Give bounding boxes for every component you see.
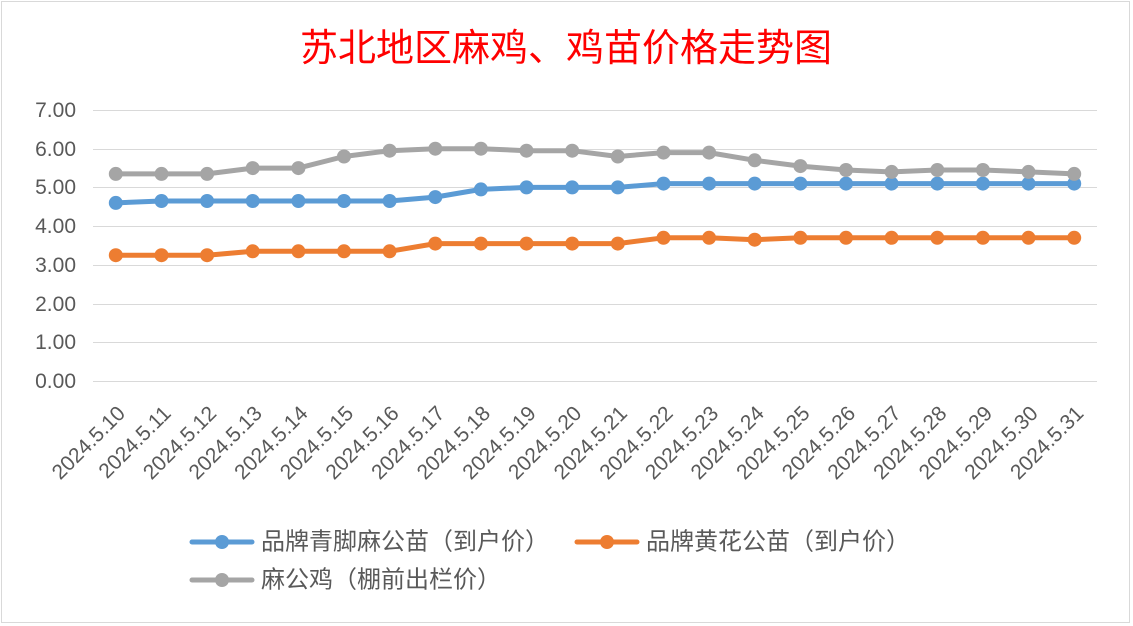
series-1	[108, 230, 1082, 263]
series-2-point	[200, 166, 215, 181]
y-tick-label: 1.00	[35, 331, 76, 354]
series-0-point	[428, 190, 443, 205]
legend-item-1: 品牌黄花公苗（到户价）	[574, 529, 910, 556]
series-2-point	[1021, 164, 1036, 179]
legend-circle-marker	[215, 573, 229, 587]
series-1-line	[113, 235, 1077, 258]
series-0-point	[1067, 176, 1082, 191]
series-1-point	[1021, 230, 1036, 245]
y-tick-label: 0.00	[35, 370, 76, 393]
series-0-point	[473, 182, 488, 197]
series-0-point	[793, 176, 808, 191]
y-tick-label: 6.00	[35, 138, 76, 161]
series-2-point	[747, 153, 762, 168]
series-0-point	[519, 180, 534, 195]
series-1-point	[154, 248, 169, 263]
series-2-point	[884, 164, 899, 179]
series-1-point	[428, 236, 443, 251]
series-1-point	[702, 230, 717, 245]
series-0-point	[154, 194, 169, 208]
series-0	[108, 176, 1082, 210]
series-2-point	[839, 163, 853, 177]
series-1-point	[610, 236, 625, 251]
y-tick-label: 2.00	[35, 293, 76, 316]
series-1-point	[337, 244, 351, 259]
series-2-point	[291, 161, 306, 176]
chart-title: 苏北地区麻鸡、鸡苗价格走势图	[300, 26, 832, 70]
series-1-point	[1067, 230, 1082, 245]
series-1-point	[473, 236, 488, 251]
series-2-point	[930, 163, 945, 177]
series-0-point	[382, 194, 397, 208]
series-0-point	[337, 194, 351, 208]
series-1-point	[839, 230, 853, 245]
series-1-point	[975, 230, 990, 245]
series-1-point	[519, 236, 534, 251]
series-2-point	[793, 159, 808, 174]
y-tick-label: 7.00	[35, 99, 76, 122]
series-0-point	[656, 176, 671, 191]
series-0-point	[930, 176, 945, 191]
series-2-point	[975, 163, 990, 177]
series-1-point	[565, 236, 580, 251]
series-2-point	[1067, 166, 1082, 181]
series-2-point	[656, 145, 671, 160]
series-0-point	[839, 176, 853, 191]
series-2-point	[702, 145, 717, 160]
series-2-point	[519, 143, 534, 158]
legend-label: 麻公鸡（棚前出栏价）	[261, 567, 501, 594]
series-2-point	[154, 166, 169, 181]
series-2-point	[428, 141, 443, 156]
legend-item-2: 麻公鸡（棚前出栏价）	[189, 567, 501, 594]
legend: 品牌青脚麻公苗（到户价） 品牌黄花公苗（到户价） 麻公鸡（棚前出栏价）	[189, 529, 910, 594]
y-axis-tick-labels: 0.00 1.00 2.00 3.00 4.00 5.00 6.00 7.00	[35, 99, 76, 393]
series-1-point	[884, 230, 899, 245]
series-0-point	[702, 176, 717, 191]
series-0-point	[1021, 176, 1036, 191]
legend-label: 品牌黄花公苗（到户价）	[646, 529, 910, 556]
legend-label: 品牌青脚麻公苗（到户价）	[261, 529, 549, 556]
series-0-line	[113, 181, 1077, 206]
series-2-line	[113, 146, 1077, 177]
series-0-point	[245, 194, 260, 208]
legend-circle-marker	[600, 535, 614, 549]
series-2-point	[610, 149, 625, 164]
legend-circle-marker	[215, 535, 229, 549]
series-0-point	[975, 176, 990, 191]
series-0-point	[108, 195, 123, 210]
series-1-point	[245, 244, 260, 259]
legend-item-0: 品牌青脚麻公苗（到户价）	[189, 529, 549, 556]
series-2-point	[245, 161, 260, 176]
series-2-point	[382, 143, 397, 158]
series-2-point	[337, 149, 351, 164]
y-tick-label: 5.00	[35, 176, 76, 199]
series-1-point	[747, 232, 762, 247]
series-1-point	[793, 230, 808, 245]
series-1-point	[930, 230, 945, 245]
series-0-point	[565, 180, 580, 195]
series-1-point	[656, 230, 671, 245]
series-1-point	[200, 248, 215, 263]
series-1-point	[108, 248, 123, 263]
series-2-point	[565, 143, 580, 158]
series-1-point	[382, 244, 397, 259]
y-tick-label: 3.00	[35, 254, 76, 277]
series-1-point	[291, 244, 306, 259]
series-0-point	[291, 194, 306, 208]
series-0-point	[200, 194, 215, 208]
series-2-point	[108, 166, 123, 181]
series-2	[108, 141, 1082, 181]
series-0-point	[610, 180, 625, 195]
series-2-point	[473, 141, 488, 156]
series-0-point	[747, 176, 762, 191]
series-0-point	[884, 176, 899, 191]
series-group	[108, 141, 1082, 263]
y-tick-label: 4.00	[35, 215, 76, 238]
